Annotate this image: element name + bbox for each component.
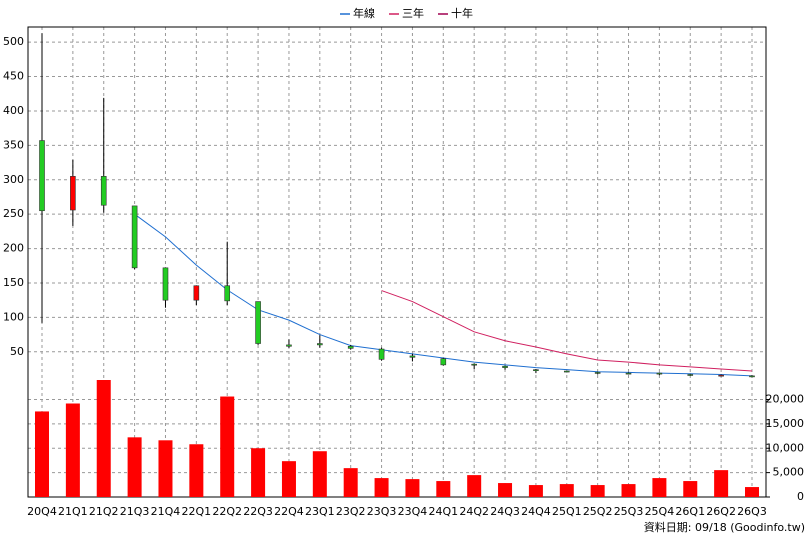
y2-tick-label: 10,000 — [766, 441, 805, 454]
volume-bar — [652, 478, 667, 497]
x-tick-label: 22Q4 — [274, 505, 304, 518]
candle-body — [255, 301, 261, 344]
x-tick-label: 21Q4 — [151, 505, 181, 518]
candle-body — [162, 267, 169, 301]
x-tick-label: 23Q1 — [305, 505, 335, 518]
volume-bar — [714, 470, 729, 497]
y-tick-label: 250 — [3, 207, 24, 220]
x-tick-label: 23Q2 — [336, 505, 366, 518]
volume-bar — [374, 478, 389, 497]
x-tick-label: 22Q3 — [243, 505, 273, 518]
y-tick-label: 50 — [10, 345, 24, 358]
x-tick-label: 24Q3 — [490, 505, 520, 518]
y2-tick-label: 15,000 — [766, 417, 805, 430]
y-tick-label: 500 — [3, 35, 24, 48]
candle-body — [100, 176, 107, 206]
volume-bar — [35, 411, 49, 497]
x-tick-label: 24Q4 — [521, 505, 551, 518]
candle-body — [502, 365, 508, 368]
volume-bar — [745, 487, 759, 497]
legend-label: 年線 — [353, 6, 375, 20]
y-tick-label: 150 — [3, 276, 24, 289]
volume-bar — [251, 448, 266, 497]
volume-bar — [127, 437, 142, 497]
x-tick-label: 25Q1 — [552, 505, 582, 518]
candle-body — [718, 374, 724, 377]
x-tick-label: 25Q4 — [645, 505, 675, 518]
x-tick-label: 26Q1 — [675, 505, 705, 518]
x-tick-label: 26Q2 — [706, 505, 736, 518]
candle-body — [625, 372, 632, 375]
x-tick-label: 22Q1 — [182, 505, 212, 518]
x-tick-label: 21Q1 — [58, 505, 88, 518]
volume-bar — [467, 475, 482, 497]
x-tick-label: 24Q1 — [428, 505, 458, 518]
volume-bar — [559, 484, 574, 497]
line-series — [134, 213, 753, 377]
legend-label: 十年 — [451, 6, 473, 20]
candle-body — [131, 205, 138, 269]
x-tick-label: 24Q2 — [459, 505, 489, 518]
x-tick-label: 25Q3 — [614, 505, 644, 518]
y-tick-label: 200 — [3, 242, 24, 255]
plot-frame — [27, 26, 767, 498]
x-tick-label: 21Q3 — [120, 505, 150, 518]
volume-bar — [220, 396, 235, 497]
volume-bar — [683, 481, 698, 497]
x-tick-label: 23Q4 — [398, 505, 428, 518]
y-tick-label: 350 — [3, 138, 24, 151]
y2-tick-label: 0 — [797, 490, 804, 503]
candle-body — [193, 285, 200, 301]
candle-body — [440, 358, 447, 366]
x-tick-label: 25Q2 — [583, 505, 613, 518]
legend-label: 三年 — [402, 6, 424, 20]
candle-body — [594, 372, 601, 374]
candle-body — [224, 285, 231, 302]
volume-bar — [590, 485, 605, 497]
candle-body — [378, 348, 385, 360]
x-tick-label: 22Q2 — [212, 505, 242, 518]
x-tick-label: 21Q2 — [89, 505, 119, 518]
volume-bar — [621, 484, 636, 497]
volume-bar — [312, 451, 327, 497]
y-tick-label: 300 — [3, 173, 24, 186]
candle-body — [317, 343, 323, 346]
candle-body — [409, 355, 416, 358]
candle-body — [347, 345, 354, 349]
candle-body — [471, 363, 477, 366]
volume-bar — [65, 403, 80, 497]
x-tick-label: 20Q4 — [27, 505, 57, 518]
y-tick-label: 400 — [3, 104, 24, 117]
volume-bar — [281, 461, 296, 497]
y-tick-label: 100 — [3, 310, 24, 323]
y-tick-label: 450 — [3, 70, 24, 83]
volume-bar — [405, 479, 420, 497]
volume-bar — [96, 380, 111, 497]
candle-body — [533, 369, 539, 371]
volume-bar — [498, 483, 513, 497]
candle-body — [39, 140, 45, 212]
x-tick-label: 23Q3 — [367, 505, 397, 518]
volume-bar — [436, 481, 451, 497]
volume-bar — [158, 440, 173, 497]
candle-body — [656, 372, 663, 375]
volume-bar — [343, 468, 358, 497]
candle-body — [70, 176, 76, 211]
line-series — [381, 290, 753, 372]
candle-body — [563, 370, 570, 373]
candle-body — [749, 375, 755, 378]
volume-bar — [528, 485, 543, 497]
candle-body — [687, 374, 694, 376]
footer: 資料日期: 09/18 (Goodinfo.tw) — [644, 520, 805, 534]
y2-tick-label: 5,000 — [773, 466, 805, 479]
candle-body — [286, 344, 292, 347]
volume-bar — [189, 444, 204, 497]
x-tick-label: 26Q3 — [737, 505, 767, 518]
y2-tick-label: 20,000 — [766, 393, 805, 406]
